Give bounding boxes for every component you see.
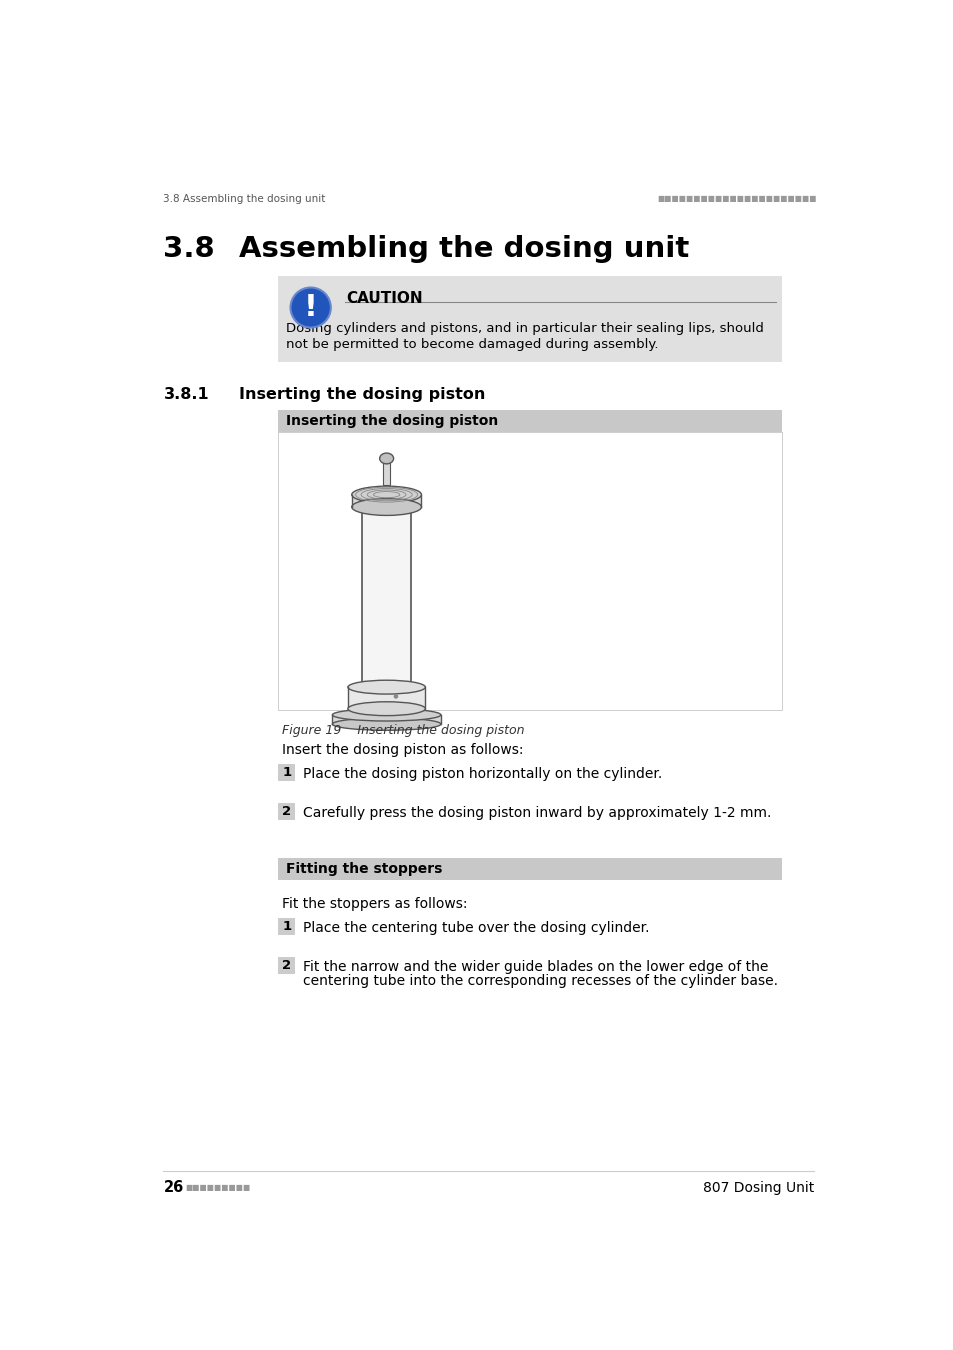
- Text: Place the dosing piston horizontally on the cylinder.: Place the dosing piston horizontally on …: [303, 767, 661, 782]
- FancyBboxPatch shape: [382, 463, 390, 485]
- Ellipse shape: [352, 486, 421, 504]
- FancyBboxPatch shape: [278, 957, 294, 973]
- Circle shape: [394, 694, 397, 699]
- FancyBboxPatch shape: [278, 275, 781, 362]
- Text: ■■■■■■■■■: ■■■■■■■■■: [185, 1183, 250, 1192]
- Text: Fitting the stoppers: Fitting the stoppers: [286, 861, 442, 876]
- Text: not be permitted to become damaged during assembly.: not be permitted to become damaged durin…: [286, 338, 658, 351]
- FancyBboxPatch shape: [278, 764, 294, 782]
- Text: Fit the stoppers as follows:: Fit the stoppers as follows:: [282, 896, 467, 911]
- Circle shape: [291, 288, 331, 328]
- FancyBboxPatch shape: [361, 508, 411, 683]
- FancyBboxPatch shape: [278, 410, 781, 432]
- Text: Place the centering tube over the dosing cylinder.: Place the centering tube over the dosing…: [303, 921, 649, 936]
- Text: Insert the dosing piston as follows:: Insert the dosing piston as follows:: [282, 743, 523, 756]
- Text: 2: 2: [282, 958, 291, 972]
- Text: Figure 19    Inserting the dosing piston: Figure 19 Inserting the dosing piston: [282, 724, 524, 737]
- Text: Carefully press the dosing piston inward by approximately 1-2 mm.: Carefully press the dosing piston inward…: [303, 806, 770, 819]
- FancyBboxPatch shape: [348, 687, 425, 709]
- Text: CAUTION: CAUTION: [346, 292, 422, 306]
- Text: Inserting the dosing piston: Inserting the dosing piston: [239, 387, 485, 402]
- FancyBboxPatch shape: [278, 803, 294, 819]
- Ellipse shape: [348, 680, 425, 694]
- Ellipse shape: [332, 709, 440, 721]
- Ellipse shape: [348, 702, 425, 716]
- Text: 3.8: 3.8: [163, 235, 214, 263]
- Ellipse shape: [332, 718, 440, 730]
- Ellipse shape: [352, 498, 421, 516]
- Ellipse shape: [379, 454, 394, 464]
- Text: ■■■■■■■■■■■■■■■■■■■■■■: ■■■■■■■■■■■■■■■■■■■■■■: [657, 194, 816, 204]
- FancyBboxPatch shape: [278, 918, 294, 936]
- Text: centering tube into the corresponding recesses of the cylinder base.: centering tube into the corresponding re…: [303, 973, 777, 988]
- Text: !: !: [303, 293, 317, 323]
- Text: Fit the narrow and the wider guide blades on the lower edge of the: Fit the narrow and the wider guide blade…: [303, 960, 767, 973]
- Text: 26: 26: [163, 1180, 184, 1195]
- Text: 3.8.1: 3.8.1: [163, 387, 209, 402]
- FancyBboxPatch shape: [278, 432, 781, 710]
- FancyBboxPatch shape: [352, 494, 421, 508]
- FancyBboxPatch shape: [278, 859, 781, 880]
- Text: 1: 1: [282, 765, 291, 779]
- Text: 2: 2: [282, 805, 291, 818]
- Text: 807 Dosing Unit: 807 Dosing Unit: [702, 1181, 814, 1195]
- Text: 3.8 Assembling the dosing unit: 3.8 Assembling the dosing unit: [163, 194, 326, 204]
- Text: 1: 1: [282, 921, 291, 933]
- Text: Assembling the dosing unit: Assembling the dosing unit: [239, 235, 689, 263]
- FancyBboxPatch shape: [332, 716, 440, 724]
- Text: Inserting the dosing piston: Inserting the dosing piston: [286, 413, 497, 428]
- Text: Dosing cylinders and pistons, and in particular their sealing lips, should: Dosing cylinders and pistons, and in par…: [286, 323, 763, 335]
- Ellipse shape: [361, 502, 411, 512]
